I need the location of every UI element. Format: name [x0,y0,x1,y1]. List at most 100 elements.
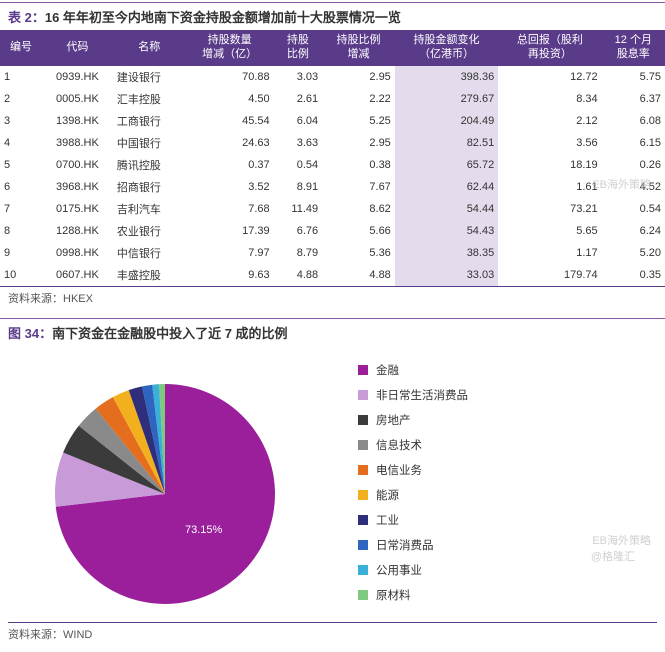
table-cell: 1398.HK [42,110,113,132]
table-cell: 3 [0,110,42,132]
pie-chart-region: 73.15% 金融非日常生活消费品房地产信息技术电信业务能源工业日常消费品公用事… [0,346,665,618]
table-cell: 8.34 [498,88,601,110]
table-cell: 24.63 [186,132,274,154]
table-header-cell: 持股金额变化（亿港币） [395,30,498,66]
table-cell: 10 [0,264,42,287]
table-cell: 62.44 [395,176,498,198]
table-row: 63968.HK招商银行3.528.917.6762.441.614.52 [0,176,665,198]
table-title-body: 16 年年初至今内地南下资金持股金额增加前十大股票情况一览 [45,10,401,25]
table-source-value: HKEX [63,293,93,305]
legend-swatch [358,465,368,475]
table-cell: 0607.HK [42,264,113,287]
legend-swatch [358,490,368,500]
table-cell: 2 [0,88,42,110]
legend-item: 信息技术 [358,437,468,453]
table-cell: 4.88 [322,264,395,287]
table-cell: 3.56 [498,132,601,154]
table-cell: 0.38 [322,154,395,176]
legend-swatch [358,515,368,525]
table-cell: 2.95 [322,66,395,88]
table-cell: 3.03 [274,66,323,88]
table-header-cell: 12 个月股息率 [602,30,665,66]
legend-label: 日常消费品 [376,537,434,553]
table-cell: 0175.HK [42,198,113,220]
holdings-table: 编号代码名称持股数量增减（亿）持股比例持股比例增减持股金额变化（亿港币）总回报（… [0,30,665,287]
legend-label: 房地产 [376,412,411,428]
table-cell: 3968.HK [42,176,113,198]
table-cell: 腾讯控股 [113,154,186,176]
legend-swatch [358,540,368,550]
table-cell: 建设银行 [113,66,186,88]
table-row: 90998.HK中信银行7.978.795.3638.351.175.20 [0,242,665,264]
table-header-cell: 编号 [0,30,42,66]
table-cell: 9.63 [186,264,274,287]
table-header-cell: 持股数量增减（亿） [186,30,274,66]
table-cell: 7 [0,198,42,220]
table-source-label: 资料来源： [8,293,63,305]
table-cell: 4.50 [186,88,274,110]
legend-label: 工业 [376,512,399,528]
table-cell: 5 [0,154,42,176]
table-cell: 6.08 [602,110,665,132]
table-cell: 丰盛控股 [113,264,186,287]
table-cell: 0.54 [602,198,665,220]
table-cell: 6.24 [602,220,665,242]
table-header-cell: 持股比例增减 [322,30,395,66]
table-cell: 65.72 [395,154,498,176]
table-cell: 中信银行 [113,242,186,264]
table-cell: 7.97 [186,242,274,264]
table-cell: 179.74 [498,264,601,287]
table-cell: 5.75 [602,66,665,88]
table-cell: 2.95 [322,132,395,154]
legend-swatch [358,565,368,575]
table-cell: 11.49 [274,198,323,220]
table-row: 70175.HK吉利汽车7.6811.498.6254.4473.210.54 [0,198,665,220]
legend-swatch [358,590,368,600]
table-cell: 6.04 [274,110,323,132]
table-cell: 1288.HK [42,220,113,242]
table-cell: 70.88 [186,66,274,88]
table-header-cell: 总回报（股利再投资） [498,30,601,66]
table-cell: 3988.HK [42,132,113,154]
table-cell: 54.44 [395,198,498,220]
pie-chart: 73.15% [0,354,330,614]
table-cell: 398.36 [395,66,498,88]
legend-swatch [358,390,368,400]
table-row: 20005.HK汇丰控股4.502.612.22279.678.346.37 [0,88,665,110]
table-row: 43988.HK中国银行24.633.632.9582.513.566.15 [0,132,665,154]
table-cell: 2.22 [322,88,395,110]
table-cell: 2.61 [274,88,323,110]
table-row: 100607.HK丰盛控股9.634.884.8833.03179.740.35 [0,264,665,287]
legend-item: 房地产 [358,412,468,428]
legend-label: 金融 [376,362,399,378]
table-cell: 农业银行 [113,220,186,242]
legend-label: 原材料 [376,587,411,603]
table-cell: 工商银行 [113,110,186,132]
table-cell: 0939.HK [42,66,113,88]
legend-label: 非日常生活消费品 [376,387,468,403]
table-cell: 1.17 [498,242,601,264]
legend-swatch [358,440,368,450]
legend-label: 能源 [376,487,399,503]
table-header-cell: 持股比例 [274,30,323,66]
table-cell: 8 [0,220,42,242]
table-cell: 0.26 [602,154,665,176]
table-cell: 0.37 [186,154,274,176]
table-cell: 0.54 [274,154,323,176]
legend-item: 工业 [358,512,468,528]
table-cell: 17.39 [186,220,274,242]
legend-label: 电信业务 [376,462,422,478]
table-cell: 7.68 [186,198,274,220]
pie-dominant-label: 73.15% [185,524,222,536]
table-cell: 204.49 [395,110,498,132]
legend-label: 信息技术 [376,437,422,453]
table-cell: 6 [0,176,42,198]
pie-legend: 金融非日常生活消费品房地产信息技术电信业务能源工业日常消费品公用事业原材料 [358,362,468,612]
table-cell: 1 [0,66,42,88]
table-cell: 8.79 [274,242,323,264]
table-row: 31398.HK工商银行45.546.045.25204.492.126.08 [0,110,665,132]
table-cell: 4.88 [274,264,323,287]
chart-title-prefix: 图 34： [8,326,52,341]
table-row: 50700.HK腾讯控股0.370.540.3865.7218.190.26 [0,154,665,176]
table-cell: 73.21 [498,198,601,220]
